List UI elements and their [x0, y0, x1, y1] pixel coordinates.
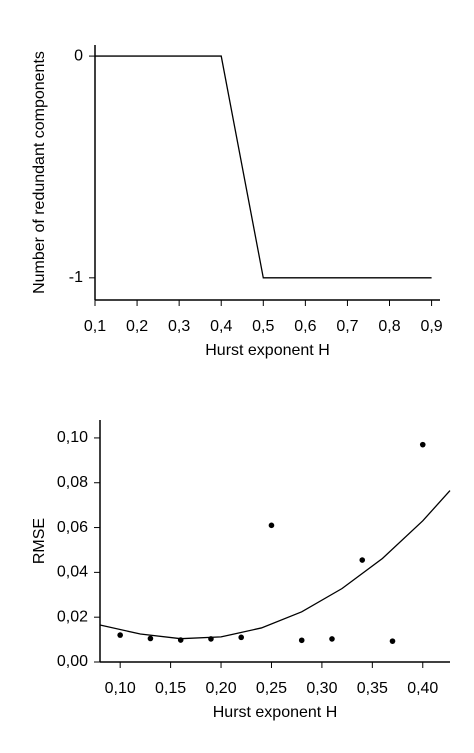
x-tick-label: 0,40: [407, 680, 438, 697]
x-tick-label: 0,9: [420, 318, 442, 335]
point: [298, 637, 305, 644]
point: [238, 634, 245, 641]
y-tick-label: 0,10: [57, 429, 88, 446]
x-tick-label: 0,20: [205, 680, 236, 697]
x-axis-label: Hurst exponent H: [213, 704, 338, 721]
y-tick-label: 0,02: [57, 608, 88, 625]
point: [147, 635, 154, 642]
line: [95, 55, 432, 279]
x-tick-label: 0,35: [357, 680, 388, 697]
line: [99, 490, 451, 640]
x-tick-label: 0,7: [336, 318, 358, 335]
point: [389, 638, 396, 644]
y-tick-label: 0,06: [57, 519, 88, 536]
y-tick-label: 0,00: [57, 653, 88, 670]
point: [117, 632, 123, 638]
y-tick-label: 0,04: [57, 564, 88, 581]
y-tick-label: 0,08: [57, 474, 88, 491]
x-tick-label: 0,10: [105, 680, 136, 697]
y-tick-label: -1: [69, 269, 83, 286]
point: [359, 557, 366, 563]
x-tick-label: 0,15: [155, 680, 186, 697]
point: [268, 522, 275, 529]
y-tick-label: 0: [74, 47, 83, 64]
x-tick-label: 0,5: [252, 318, 274, 335]
y-axis-label: Number of redundant components: [31, 51, 48, 294]
x-tick-label: 0,1: [84, 318, 106, 335]
point: [329, 636, 335, 642]
x-tick-label: 0,8: [378, 318, 400, 335]
x-tick-label: 0,25: [256, 680, 287, 697]
y-axis-label: RMSE: [31, 518, 48, 564]
x-tick-label: 0,2: [126, 318, 148, 335]
x-tick-label: 0,6: [294, 318, 316, 335]
x-tick-label: 0,4: [210, 318, 232, 335]
point: [419, 441, 426, 448]
x-tick-label: 0,3: [168, 318, 190, 335]
x-axis-label: Hurst exponent H: [205, 342, 330, 359]
x-tick-label: 0,30: [306, 680, 337, 697]
